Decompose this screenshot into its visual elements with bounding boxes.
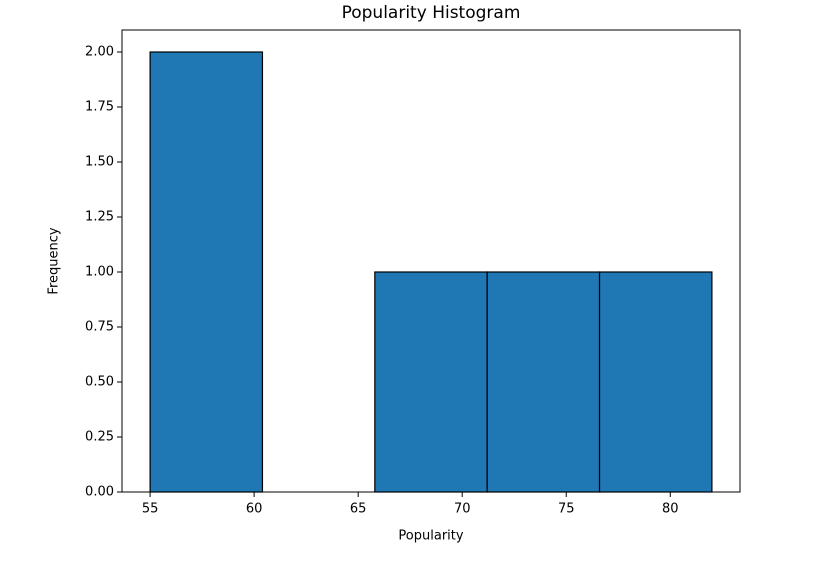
bar [486,271,601,493]
y-tick-label: 0.50 [85,375,114,390]
y-tick-label: 0.25 [85,430,114,445]
x-axis-label: Popularity [398,529,463,544]
x-tick-label: 65 [350,502,367,517]
x-tick-label: 60 [246,502,263,517]
plot-frame [121,29,741,493]
bar [149,51,264,493]
y-axis-label: Frequency [47,227,62,294]
y-tick-label: 1.25 [85,210,114,225]
y-tick-label: 2.00 [85,45,114,60]
bar [598,271,713,493]
chart-title: Popularity Histogram [342,3,521,23]
bar [374,271,488,493]
x-tick-label: 80 [662,502,679,517]
y-tick-label: 1.00 [85,265,114,280]
x-tick-label: 55 [142,502,159,517]
x-tick-label: 70 [454,502,471,517]
y-tick-label: 1.75 [85,100,114,115]
y-tick-label: 0.00 [85,485,114,500]
y-tick-label: 0.75 [85,320,114,335]
y-tick-label: 1.50 [85,155,114,170]
x-tick-label: 75 [558,502,575,517]
